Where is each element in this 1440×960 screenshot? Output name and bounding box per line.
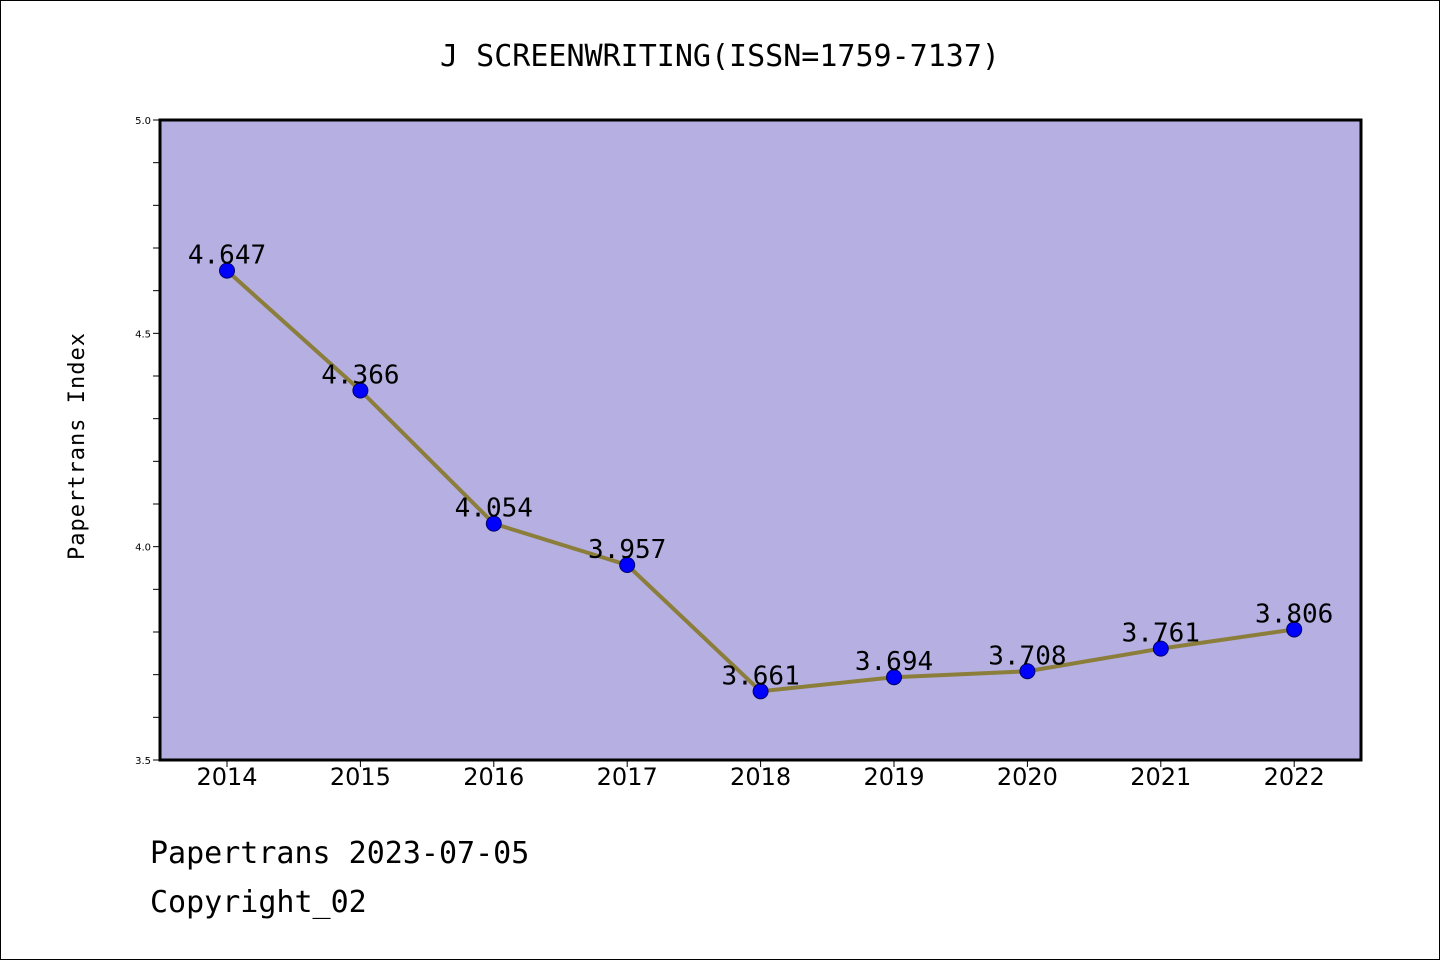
data-point: [886, 669, 902, 686]
x-tick-label: 2016: [463, 763, 524, 791]
data-point: [485, 515, 502, 532]
x-tick-label: 2022: [1264, 763, 1325, 791]
footer-copyright: Copyright_02: [150, 885, 367, 920]
data-label: 3.806: [1255, 599, 1333, 629]
x-tick-label: 2017: [597, 763, 658, 791]
data-label: 4.054: [455, 494, 533, 524]
y-tick-label: 5.0: [135, 116, 151, 127]
chart-title: J SCREENWRITING(ISSN=1759-7137): [440, 39, 1000, 74]
data-point: [219, 262, 235, 279]
y-tick-label: 4.5: [135, 329, 151, 340]
data-label: 4.647: [188, 241, 266, 271]
data-point: [352, 382, 369, 399]
footer-date: Papertrans 2023-07-05: [150, 836, 530, 871]
y-axis-label: Papertrans Index: [65, 332, 90, 560]
data-label: 3.661: [721, 661, 799, 691]
data-label: 3.761: [1122, 619, 1200, 649]
data-point: [1286, 621, 1303, 638]
data-label: 4.366: [321, 361, 399, 391]
data-point: [1152, 640, 1169, 657]
plot-border: [158, 118, 1363, 762]
data-labels: 4.647 4.366 4.054 3.957 3.661 3.694 3.708 3.761…: [188, 241, 1333, 692]
data-label: 3.957: [588, 535, 666, 565]
x-tick-label: 2018: [730, 763, 791, 791]
y-tick-label: 3.5: [135, 756, 151, 767]
y-tick-label: 4.0: [135, 543, 151, 554]
x-tick-label: 2019: [863, 763, 924, 791]
data-point: [752, 683, 769, 700]
y-axis: 3.5 4.0 4.5 5.0: [135, 116, 160, 767]
x-tick-label: 2014: [196, 763, 257, 791]
x-tick-label: 2020: [997, 763, 1058, 791]
data-markers: [219, 262, 1303, 700]
data-label: 3.708: [988, 641, 1066, 671]
data-label: 3.694: [855, 647, 933, 677]
x-tick-label: 2015: [330, 763, 391, 791]
data-point: [1019, 663, 1036, 680]
x-axis: 2014 2015 2016 2017 2018 2019 2020 2021 2022: [196, 760, 1325, 791]
x-tick-label: 2021: [1130, 763, 1191, 791]
data-point: [619, 557, 636, 574]
